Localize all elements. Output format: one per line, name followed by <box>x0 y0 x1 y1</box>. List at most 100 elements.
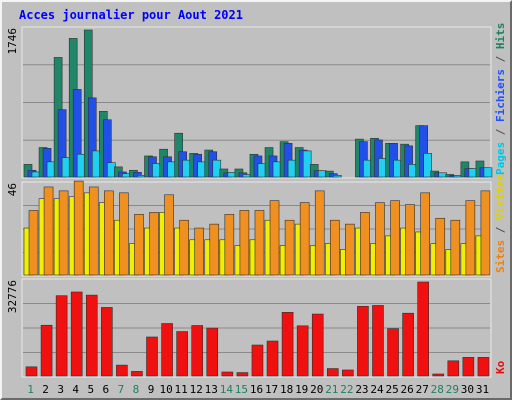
bar-ko-day-11 <box>176 331 188 377</box>
bar-sites-day-16 <box>254 210 265 276</box>
bar-sites-day-8 <box>134 214 144 276</box>
bar-sites-day-30 <box>465 200 476 276</box>
x-tick-label-day-31: 31 <box>476 383 489 396</box>
legend-label-2: Visites <box>494 174 507 220</box>
bar-sites-day-24 <box>375 202 385 276</box>
legend-label-4: Hits <box>494 23 507 50</box>
x-tick-label-day-8: 8 <box>133 383 140 396</box>
x-tick-label-day-14: 14 <box>220 383 234 396</box>
bar-sites-day-25 <box>390 200 400 276</box>
x-tick-label-day-17: 17 <box>265 383 278 396</box>
x-tick-label-day-2: 2 <box>42 383 49 396</box>
x-tick-label-day-1: 1 <box>27 383 34 396</box>
legend-label-1: / <box>494 122 507 142</box>
bar-pages-day-31 <box>483 167 493 178</box>
x-tick-label-day-29: 29 <box>446 383 459 396</box>
legend-label-0: Pages <box>494 142 507 175</box>
bar-ko-day-4 <box>70 291 83 377</box>
panel-mid-max-label: 46 <box>6 183 19 196</box>
bar-sites-day-29 <box>450 219 461 276</box>
bar-pages-day-27 <box>423 153 432 178</box>
bar-ko-day-2 <box>40 324 53 377</box>
x-tick-label-day-24: 24 <box>370 383 384 396</box>
bar-ko-day-25 <box>387 328 399 377</box>
bar-ko-day-7 <box>116 364 128 377</box>
bar-sites-day-15 <box>239 210 250 276</box>
bar-ko-day-26 <box>402 312 414 377</box>
x-tick-label-day-5: 5 <box>87 383 94 396</box>
panel-top-max-label: 1746 <box>6 28 19 55</box>
bar-ko-day-5 <box>85 294 98 377</box>
bar-ko-day-31 <box>477 357 490 377</box>
x-tick-label-day-9: 9 <box>148 383 155 396</box>
bar-sites-day-10 <box>164 194 174 276</box>
bar-ko-day-28 <box>432 373 445 377</box>
bar-ko-day-18 <box>281 312 294 377</box>
x-tick-label-day-25: 25 <box>385 383 398 396</box>
bar-sites-day-3 <box>58 190 69 276</box>
bar-sites-day-5 <box>88 186 99 276</box>
x-axis-labels: 1 2 3 4 5 6 7 8 9 10 11 12 13 14 15 16 17 18 19 20 21 22 23 24 2… <box>27 383 489 396</box>
x-tick-label-day-15: 15 <box>235 383 248 396</box>
bar-sites-day-20 <box>314 190 325 276</box>
x-tick-label-day-3: 3 <box>57 383 64 396</box>
bar-ko-day-6 <box>101 307 113 377</box>
bar-sites-day-2 <box>43 186 54 276</box>
bar-sites-day-11 <box>179 219 189 276</box>
bar-ko-day-29 <box>447 360 460 377</box>
bar-sites-day-18 <box>284 219 295 276</box>
bar-ko-day-14 <box>221 371 234 377</box>
x-tick-label-day-7: 7 <box>118 383 125 396</box>
x-tick-label-day-30: 30 <box>461 383 474 396</box>
panel-mid-legend: Sites / Visites <box>494 174 507 273</box>
x-tick-label-day-28: 28 <box>431 383 444 396</box>
legend-label-3: / <box>494 49 507 69</box>
bar-pages-day-19 <box>302 150 312 178</box>
bar-sites-day-31 <box>480 190 491 276</box>
x-tick-label-day-19: 19 <box>295 383 308 396</box>
legend-label-0: Sites <box>494 240 507 273</box>
bar-sites-day-14 <box>224 214 235 276</box>
bar-ko-day-27 <box>417 281 429 377</box>
panel-bot-legend: Ko <box>494 360 507 374</box>
x-tick-label-day-26: 26 <box>401 383 414 396</box>
bar-sites-day-12 <box>194 227 205 276</box>
bar-ko-day-16 <box>251 344 264 377</box>
bar-pages-day-13 <box>212 159 222 178</box>
x-tick-label-day-4: 4 <box>72 383 79 396</box>
bar-ko-day-9 <box>146 336 158 377</box>
bar-sites-day-26 <box>405 204 415 276</box>
bar-sites-day-23 <box>360 212 370 276</box>
legend-label-2: Fichiers <box>494 69 507 122</box>
bar-sites-day-19 <box>299 202 310 276</box>
panel-top: 1746 Pages / Fichiers / Hits <box>6 23 507 179</box>
bar-ko-day-13 <box>206 327 219 377</box>
x-tick-label-day-22: 22 <box>340 383 353 396</box>
panel-top-legend: Pages / Fichiers / Hits <box>494 23 507 175</box>
bar-sites-day-1 <box>28 210 39 276</box>
bar-ko-day-17 <box>266 340 279 377</box>
bar-ko-day-22 <box>342 369 354 377</box>
bar-sites-day-13 <box>209 223 220 276</box>
x-tick-label-day-16: 16 <box>250 383 263 396</box>
panel-bot-max-label: 32776 <box>6 280 19 313</box>
bar-ko-day-1 <box>25 366 38 377</box>
bar-sites-day-17 <box>269 200 280 276</box>
bar-ko-day-8 <box>131 371 143 377</box>
bar-sites-day-27 <box>420 192 430 276</box>
bar-ko-day-30 <box>462 357 475 377</box>
x-tick-label-day-12: 12 <box>190 383 203 396</box>
bar-ko-day-20 <box>311 313 324 377</box>
legend-label-0: Ko <box>494 360 507 374</box>
bar-sites-day-21 <box>329 219 340 276</box>
legend-label-1: / <box>494 220 507 240</box>
bar-ko-day-24 <box>372 305 384 377</box>
bar-ko-day-15 <box>236 372 249 377</box>
bar-ko-day-19 <box>296 325 309 377</box>
x-tick-label-day-20: 20 <box>310 383 323 396</box>
x-tick-label-day-18: 18 <box>280 383 293 396</box>
bar-sites-day-9 <box>149 212 159 276</box>
panel-bot: 32776 Ko <box>6 278 507 378</box>
x-tick-label-day-6: 6 <box>103 383 110 396</box>
